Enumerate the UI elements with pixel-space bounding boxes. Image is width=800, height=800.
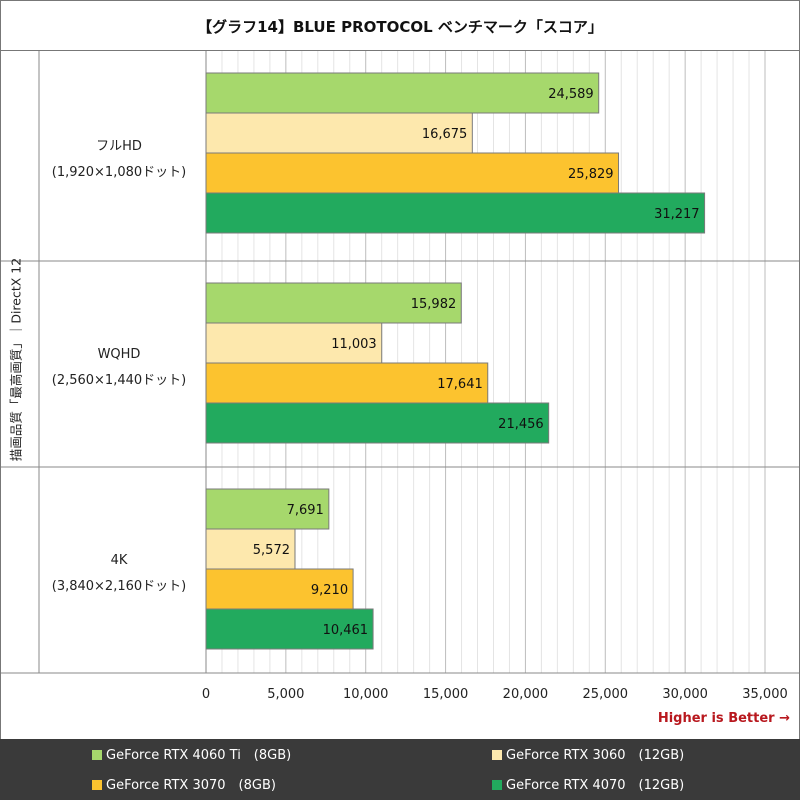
bar-value-label: 17,641 [437, 377, 483, 392]
x-tick-label: 25,000 [583, 687, 629, 702]
group-label: フルHD [96, 139, 142, 154]
legend-label-3: GeForce RTX 3070 (8GB) [106, 778, 276, 793]
x-tick-label: 5,000 [267, 687, 304, 702]
legend-swatch-2 [492, 750, 502, 760]
bar [205, 322, 383, 364]
group-label: 4K [111, 553, 128, 568]
x-tick-label: 0 [202, 687, 210, 702]
chart-frame: 24,589 16,675 25,829 31,217 フルHD (1,920×1,080… [0, 50, 800, 739]
bar [205, 608, 374, 650]
group-label: WQHD [98, 347, 141, 362]
bar [205, 402, 550, 444]
bar-value-label: 10,461 [323, 623, 369, 638]
higher-is-better-note: Higher is Better → [657, 711, 790, 726]
bar-chart: 24,589 16,675 25,829 31,217 フルHD (1,920×1,080… [1, 51, 799, 702]
legend-item-4: GeForce RTX 4070 (12GB) [492, 774, 684, 793]
group-sublabel: (2,560×1,440ドット) [52, 373, 186, 388]
legend-item-1: GeForce RTX 4060 Ti (8GB) [92, 744, 291, 763]
bar [205, 152, 620, 194]
bar-value-label: 21,456 [498, 417, 544, 432]
x-tick-label: 20,000 [503, 687, 549, 702]
bar-value-label: 11,003 [331, 337, 377, 352]
legend-label-1: GeForce RTX 4060 Ti (8GB) [106, 748, 292, 763]
legend-swatch-1 [92, 750, 102, 760]
bar-value-label: 9,210 [311, 583, 348, 598]
bar [205, 282, 462, 324]
chart-title: 【グラフ14】BLUE PROTOCOL ベンチマーク「スコア」 [0, 0, 800, 51]
legend-swatch-3 [92, 780, 102, 790]
legend-item-2: GeForce RTX 3060 (12GB) [492, 744, 684, 763]
legend-item-3: GeForce RTX 3070 (8GB) [92, 774, 276, 793]
bar [205, 192, 706, 234]
legend-label-4: GeForce RTX 4070 (12GB) [506, 778, 685, 793]
bar-value-label: 25,829 [568, 167, 614, 182]
bar [205, 112, 473, 154]
bar-value-label: 16,675 [422, 127, 468, 142]
x-tick-label: 15,000 [423, 687, 469, 702]
legend-swatch-4 [492, 780, 502, 790]
bar-value-label: 7,691 [287, 503, 324, 518]
bar [205, 488, 330, 530]
x-tick-label: 30,000 [662, 687, 708, 702]
bar-value-label: 24,589 [548, 87, 594, 102]
legend-label-2: GeForce RTX 3060 (12GB) [506, 748, 685, 763]
bar-value-label: 5,572 [253, 543, 290, 558]
y-axis-label-text: 描画品質「最高画質」｜DirectX 12 [8, 257, 24, 462]
group-sublabel: (1,920×1,080ドット) [52, 165, 186, 180]
group-sublabel: (3,840×2,160ドット) [52, 579, 186, 594]
legend: GeForce RTX 4060 Ti (8GB) GeForce RTX 30… [0, 739, 800, 800]
bar [205, 362, 489, 404]
x-tick-label: 10,000 [343, 687, 389, 702]
bar [205, 72, 600, 114]
bar-value-label: 31,217 [654, 207, 700, 222]
bar-value-label: 15,982 [411, 297, 457, 312]
x-tick-label: 35,000 [742, 687, 788, 702]
